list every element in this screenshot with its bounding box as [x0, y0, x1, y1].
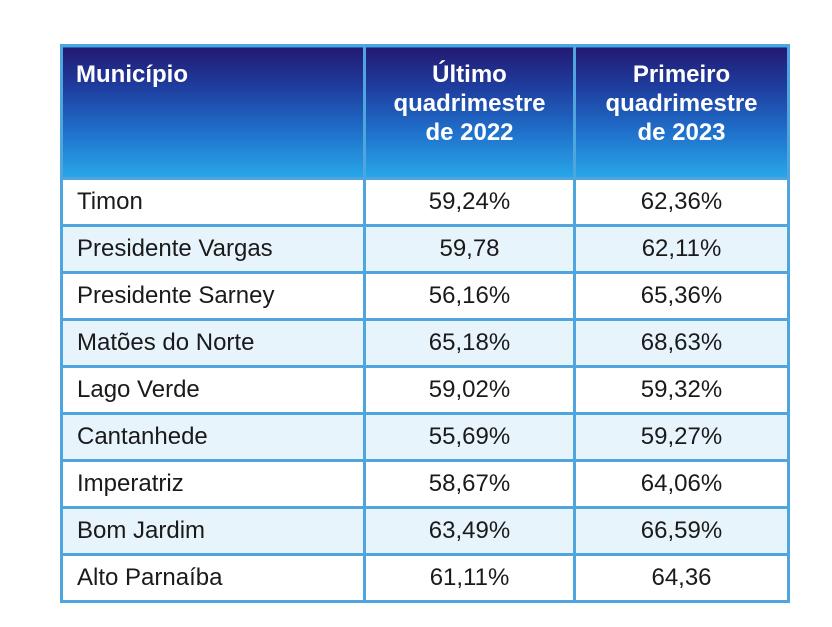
- cell-q2022: 56,16%: [363, 271, 576, 321]
- table-row: Presidente Vargas 59,78 62,11%: [60, 224, 790, 274]
- cell-q2023: 64,36: [573, 553, 790, 603]
- cell-q2023: 66,59%: [573, 506, 790, 556]
- table-row: Presidente Sarney 56,16% 65,36%: [60, 271, 790, 321]
- header-line: quadrimestre: [393, 90, 546, 117]
- municipio-table: Município Último quadrimestre de 2022 Pr…: [60, 44, 790, 603]
- cell-municipio: Lago Verde: [60, 365, 366, 415]
- cell-q2023: 68,63%: [573, 318, 790, 368]
- cell-municipio: Presidente Vargas: [60, 224, 366, 274]
- cell-municipio: Imperatriz: [60, 459, 366, 509]
- table-row: Timon 59,24% 62,36%: [60, 177, 790, 227]
- header-municipio: Município: [60, 44, 366, 180]
- data-table-container: Município Último quadrimestre de 2022 Pr…: [60, 44, 790, 603]
- cell-q2023: 64,06%: [573, 459, 790, 509]
- table-row: Alto Parnaíba 61,11% 64,36: [60, 553, 790, 603]
- header-line: Último: [432, 61, 507, 88]
- table-row: Lago Verde 59,02% 59,32%: [60, 365, 790, 415]
- cell-q2022: 63,49%: [363, 506, 576, 556]
- cell-municipio: Timon: [60, 177, 366, 227]
- cell-q2022: 59,78: [363, 224, 576, 274]
- cell-q2022: 55,69%: [363, 412, 576, 462]
- cell-q2022: 59,24%: [363, 177, 576, 227]
- table-row: Bom Jardim 63,49% 66,59%: [60, 506, 790, 556]
- header-line: de 2022: [425, 119, 514, 146]
- table-row: Imperatriz 58,67% 64,06%: [60, 459, 790, 509]
- cell-q2022: 58,67%: [363, 459, 576, 509]
- header-line: de 2023: [637, 119, 726, 146]
- cell-q2023: 59,27%: [573, 412, 790, 462]
- cell-municipio: Bom Jardim: [60, 506, 366, 556]
- cell-q2023: 65,36%: [573, 271, 790, 321]
- cell-municipio: Alto Parnaíba: [60, 553, 366, 603]
- header-line: quadrimestre: [605, 90, 758, 117]
- header-line: Primeiro: [632, 61, 731, 88]
- cell-q2023: 59,32%: [573, 365, 790, 415]
- cell-municipio: Cantanhede: [60, 412, 366, 462]
- table-row: Cantanhede 55,69% 59,27%: [60, 412, 790, 462]
- cell-municipio: Matões do Norte: [60, 318, 366, 368]
- cell-municipio: Presidente Sarney: [60, 271, 366, 321]
- cell-q2022: 61,11%: [363, 553, 576, 603]
- cell-q2023: 62,36%: [573, 177, 790, 227]
- cell-q2022: 65,18%: [363, 318, 576, 368]
- header-row: Município Último quadrimestre de 2022 Pr…: [60, 44, 790, 180]
- header-primeiro-quadrimestre-2023: Primeiro quadrimestre de 2023: [573, 44, 790, 180]
- header-ultimo-quadrimestre-2022: Último quadrimestre de 2022: [363, 44, 576, 180]
- table-row: Matões do Norte 65,18% 68,63%: [60, 318, 790, 368]
- cell-q2022: 59,02%: [363, 365, 576, 415]
- cell-q2023: 62,11%: [573, 224, 790, 274]
